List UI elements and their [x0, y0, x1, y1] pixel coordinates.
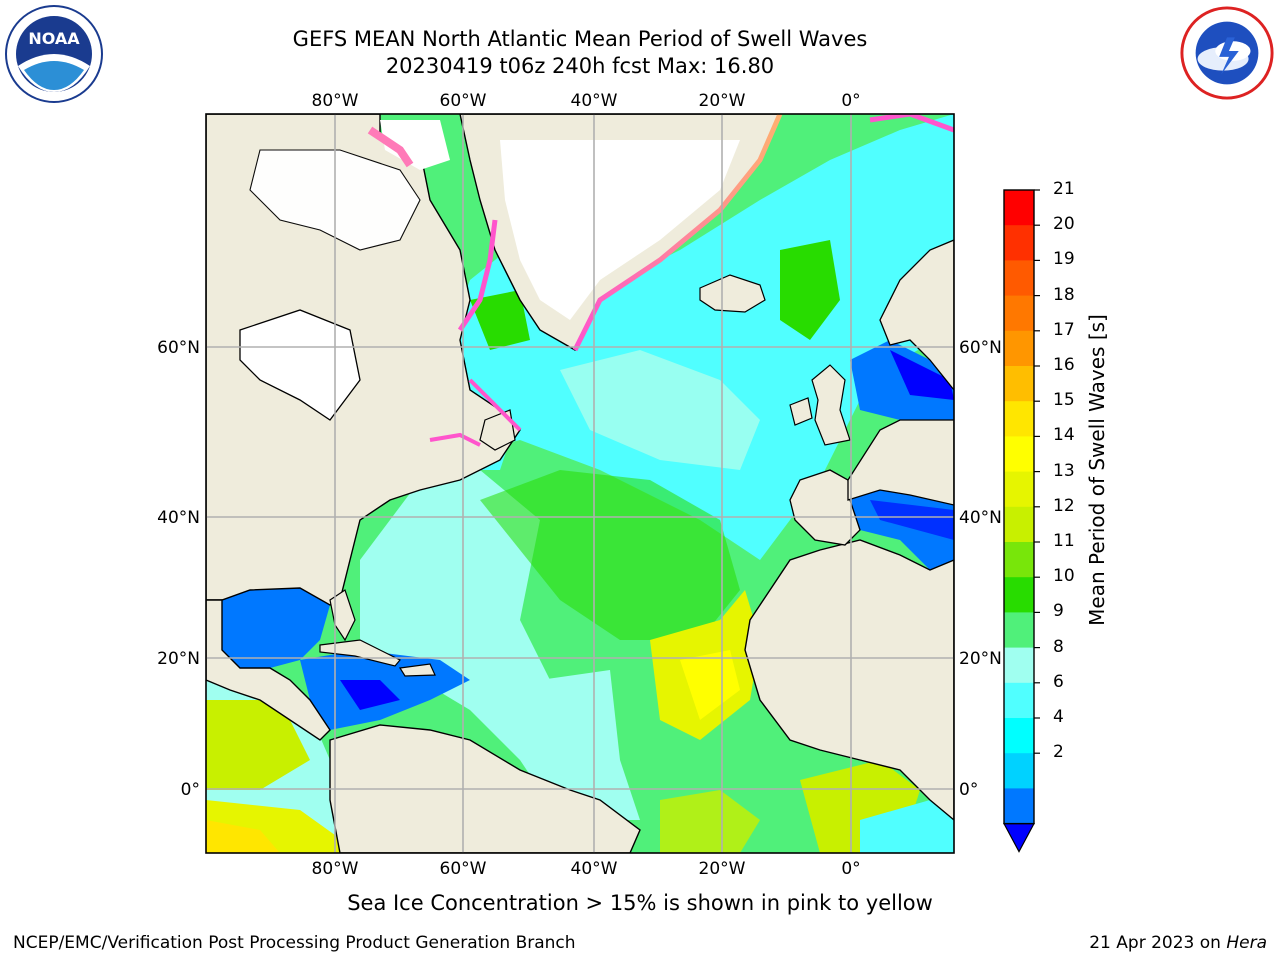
sea-ice-note: Sea Ice Concentration > 15% is shown in …: [347, 891, 933, 915]
colorbar-tick-label: 13: [1053, 460, 1075, 481]
lon-label-bottom: 20°W: [699, 859, 746, 879]
colorbar-segment: [1004, 190, 1034, 226]
map-frame: [205, 113, 955, 854]
hudson-bay-ice: [239, 309, 361, 421]
europe-land: [847, 419, 954, 506]
colorbar-segment: [1004, 436, 1034, 473]
map-area: [206, 114, 954, 853]
colorbar-tick-label: 17: [1053, 319, 1075, 340]
footer-date-text: 21 Apr 2023 on: [1089, 933, 1227, 953]
lon-label-bottom: 40°W: [571, 859, 618, 879]
colorbar-segment: [1004, 225, 1034, 261]
colorbar-tick-label: 18: [1053, 284, 1075, 305]
lat-label-left: 0°: [181, 780, 200, 800]
lon-label-bottom: 80°W: [312, 859, 359, 879]
lon-label-top: 20°W: [699, 91, 746, 111]
colorbar-tick-label: 16: [1053, 355, 1075, 375]
colorbar-tick-label: 4: [1053, 707, 1064, 727]
colorbar-tick-label: 19: [1053, 249, 1075, 270]
colorbar-segment: [1004, 612, 1034, 649]
colorbar-tick-label: 8: [1053, 636, 1064, 657]
lon-label-top: 40°W: [571, 91, 618, 111]
chart-title: GEFS MEAN North Atlantic Mean Period of …: [292, 27, 868, 51]
colorbar-segment: [1004, 753, 1034, 789]
colorbar-tick-label: 6: [1053, 671, 1064, 692]
lon-label-top: 60°W: [440, 91, 487, 111]
colorbar-tick-label: 20: [1053, 214, 1075, 235]
gulf-of-mexico: [222, 588, 330, 668]
colorbar-segment: [1004, 260, 1034, 297]
colorbar-segment: [1004, 647, 1034, 684]
colorbar-title: Mean Period of Swell Waves [s]: [1085, 314, 1109, 626]
colorbar-segment: [1004, 542, 1034, 578]
great-britain-land: [811, 364, 851, 446]
lat-label-right: 0°: [959, 780, 978, 800]
colorbar-tick-label: 14: [1053, 425, 1075, 446]
nws-logo: [1179, 5, 1275, 101]
colorbar-segment: [1004, 682, 1034, 719]
lon-label-top: 80°W: [312, 91, 359, 111]
scandinavia-land: [879, 239, 954, 392]
africa-land: [744, 539, 954, 821]
lat-label-right: 20°N: [959, 649, 1002, 669]
colorbar-tick-label: 11: [1053, 531, 1075, 551]
colorbar-segment: [1004, 577, 1034, 613]
colorbar-segment: [1004, 401, 1034, 437]
footer-credit: NCEP/EMC/Verification Post Processing Pr…: [13, 933, 576, 953]
colorbar-segment: [1004, 295, 1034, 332]
graticule: [206, 114, 954, 853]
colorbar: [1002, 189, 1040, 853]
colorbar-segment: [1004, 506, 1034, 543]
colorbar-tick-label: 12: [1053, 495, 1075, 516]
lat-label-left: 60°N: [157, 338, 200, 358]
central-america-land: [206, 599, 331, 741]
noaa-logo: NOAA: [5, 5, 103, 103]
lat-label-right: 40°N: [959, 508, 1002, 528]
swell-zone-north: [440, 114, 954, 560]
north-sea: [850, 340, 954, 420]
lon-label-top: 0°: [841, 91, 860, 111]
colorbar-tick-label: 15: [1053, 390, 1075, 411]
colorbar-segment: [1004, 718, 1034, 754]
iceland-land: [699, 274, 766, 313]
colorbar-tick-label: 2: [1053, 742, 1064, 763]
colorbar-segment: [1004, 471, 1034, 508]
footer-date: 21 Apr 2023 on Hera: [1089, 933, 1267, 953]
sea-ice-edge-greenland: [572, 114, 783, 352]
colorbar-tick-label: 10: [1053, 566, 1075, 587]
north-america-land: [206, 114, 521, 606]
lon-label-bottom: 0°: [841, 859, 860, 879]
colorbar-extend-arrow: [1002, 823, 1036, 853]
lon-label-bottom: 60°W: [440, 859, 487, 879]
lat-label-left: 40°N: [157, 508, 200, 528]
colorbar-segment: [1004, 366, 1034, 402]
colorbar-tick-label: 21: [1053, 179, 1075, 199]
cuba-land: [319, 639, 401, 667]
colorbar-tick-label: 9: [1053, 601, 1064, 622]
noaa-logo-text: NOAA: [28, 29, 80, 48]
lat-label-right: 60°N: [959, 338, 1002, 358]
footer-host: Hera: [1226, 933, 1267, 953]
sea-ice-edge-baffin: [457, 219, 498, 332]
chart-subtitle: 20230419 t06z 240h fcst Max: 16.80: [385, 54, 775, 78]
colorbar-segment: [1004, 330, 1034, 367]
lat-label-left: 20°N: [157, 649, 200, 669]
iberia-land: [789, 469, 861, 546]
colorbar-segment: [1004, 788, 1034, 825]
greenland-ice: [500, 140, 740, 320]
